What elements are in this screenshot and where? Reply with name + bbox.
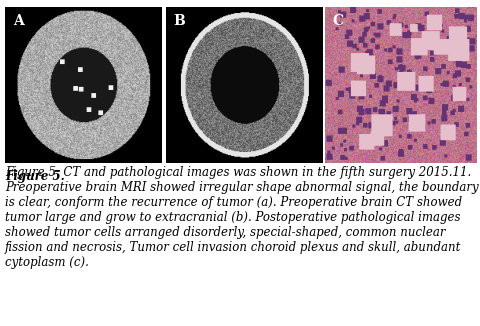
- Text: A: A: [12, 14, 24, 28]
- Text: C: C: [332, 14, 343, 28]
- Text: B: B: [173, 14, 185, 28]
- Text: Figure 5. CT and pathological images was shown in the fifth surgery 2015.11. Pre: Figure 5. CT and pathological images was…: [5, 166, 478, 269]
- Text: Figure 5.: Figure 5.: [5, 170, 64, 183]
